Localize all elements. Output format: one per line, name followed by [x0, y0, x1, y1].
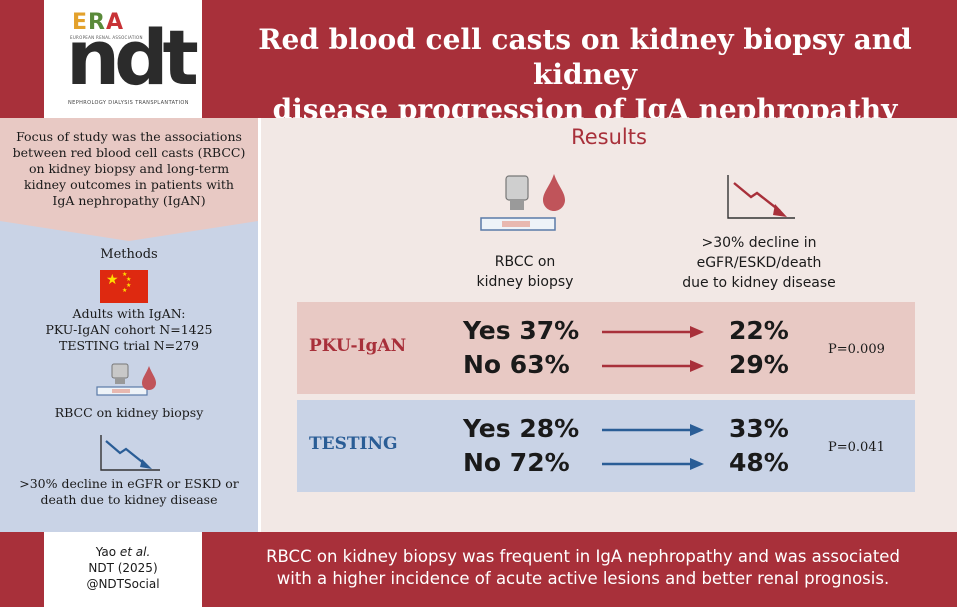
- citation-journal: NDT (2025): [88, 561, 158, 575]
- era-logo-subtitle: EUROPEAN RENAL ASSOCIATION: [70, 35, 143, 40]
- flag-star-icon: ★: [122, 271, 128, 278]
- cohort-line: Adults with IgAN:: [72, 306, 186, 321]
- decline-arrowhead: [140, 459, 152, 469]
- microscope-slide-icon: [480, 174, 565, 231]
- cohort-line: PKU-IgAN cohort N=1425: [45, 322, 213, 337]
- social-handle: @NDTSocial: [86, 577, 160, 591]
- study-focus-text: Focus of study was the associations betw…: [6, 129, 252, 209]
- focus-line: kidney outcomes in patients with: [24, 177, 234, 192]
- blood-drop-icon: [543, 174, 565, 211]
- decline-arrowhead: [773, 204, 787, 217]
- conclusion-line: with a higher incidence of acute active …: [276, 569, 890, 588]
- flag-star-icon: ★: [126, 282, 132, 289]
- right-arrow-icon: [602, 458, 704, 470]
- chart-axes: [100, 435, 160, 471]
- testing-results-row: TESTING Yes 28% No 72% 33% 48% P=0.041: [297, 400, 915, 492]
- objective-tip: [510, 200, 524, 210]
- era-logo: ERA: [72, 10, 125, 35]
- objective-tip: [115, 378, 125, 384]
- outcome-rate-yes: 22%: [729, 316, 789, 345]
- right-arrow-icon: [602, 424, 704, 436]
- focus-line: IgA nephropathy (IgAN): [52, 193, 206, 208]
- citation-author: Yao et al.: [44, 544, 202, 560]
- objective-lens: [111, 363, 129, 379]
- p-value: P=0.009: [828, 342, 885, 357]
- results-heading: Results: [571, 125, 647, 149]
- right-arrow-icon: [602, 360, 704, 372]
- rbcc-header-line: kidney biopsy: [476, 274, 574, 290]
- rbcc-label: RBCC on kidney biopsy: [54, 405, 204, 420]
- author-name: Yao: [95, 545, 117, 559]
- outcome-header-line: due to kidney disease: [682, 275, 836, 291]
- rbcc-yes-label: Yes 28%: [463, 414, 580, 443]
- objective-lens: [505, 175, 529, 201]
- outcome-line: >30% decline in eGFR or ESKD or: [19, 476, 239, 491]
- outcome-header-line: eGFR/ESKD/death: [696, 255, 822, 271]
- rbcc-yes-label: Yes 37%: [463, 316, 580, 345]
- cohort-line: TESTING trial N=279: [59, 338, 199, 353]
- outcome-line: death due to kidney disease: [40, 492, 218, 507]
- outcome-header-line: >30% decline in: [701, 235, 817, 251]
- focus-line: Focus of study was the associations: [16, 129, 242, 144]
- citation-box: [44, 532, 202, 607]
- p-value: P=0.041: [828, 440, 885, 455]
- chart-axes: [727, 175, 795, 219]
- panel-divider: [258, 118, 261, 532]
- author-suffix: et al.: [119, 545, 151, 559]
- ndt-logo: ERA ndt EUROPEAN RENAL ASSOCIATION NEPHR…: [44, 0, 202, 118]
- outcome-rate-yes: 33%: [729, 414, 789, 443]
- conclusion-text: RBCC on kidney biopsy was frequent in Ig…: [214, 546, 952, 590]
- rbcc-no-label: No 72%: [463, 448, 570, 477]
- flag-star-icon: ★: [106, 272, 119, 288]
- decline-line: [733, 182, 781, 212]
- declining-chart-icon: [727, 175, 795, 219]
- focus-panel: [0, 118, 258, 221]
- tissue-sample: [502, 221, 530, 227]
- page-title: Red blood cell casts on kidney biopsy an…: [220, 22, 950, 127]
- pku-igan-results-row: PKU-IgAN Yes 37% No 63% 22% 29% P=0.009: [297, 302, 915, 394]
- ndt-logo-subtitle: NEPHROLOGY DIALYSIS TRANSPLANTATION: [68, 100, 189, 106]
- rbcc-header-line: RBCC on: [494, 254, 556, 270]
- right-arrow-icon: [602, 326, 704, 338]
- rbcc-column-header: RBCC on kidney biopsy: [440, 252, 610, 292]
- cohort-name: TESTING: [309, 434, 398, 454]
- flag-star-icon: ★: [122, 287, 128, 294]
- blood-drop-icon: [142, 366, 156, 390]
- focus-line: on kidney biopsy and long-term: [28, 161, 230, 176]
- ndt-wordmark: ndt: [66, 13, 199, 102]
- methods-heading: Methods: [100, 247, 158, 262]
- microscope-slide-icon: [96, 363, 156, 396]
- conclusion-line: RBCC on kidney biopsy was frequent in Ig…: [266, 547, 900, 566]
- title-line-1: Red blood cell casts on kidney biopsy an…: [258, 23, 912, 91]
- declining-chart-icon: [100, 435, 160, 471]
- tissue-sample: [112, 389, 130, 393]
- flag-star-icon: ★: [126, 276, 132, 283]
- decline-line: [105, 440, 147, 466]
- china-flag-icon: ★ ★ ★ ★ ★: [100, 270, 148, 303]
- outcome-rate-no: 48%: [729, 448, 789, 477]
- cohort-description: Adults with IgAN: PKU-IgAN cohort N=1425…: [0, 306, 258, 354]
- rbcc-no-label: No 63%: [463, 350, 570, 379]
- citation: Yao et al. NDT (2025) @NDTSocial: [44, 544, 202, 592]
- outcome-description: >30% decline in eGFR or ESKD or death du…: [0, 476, 258, 508]
- outcome-rate-no: 29%: [729, 350, 789, 379]
- focus-line: between red blood cell casts (RBCC): [12, 145, 246, 160]
- cohort-name: PKU-IgAN: [309, 336, 407, 356]
- outcome-column-header: >30% decline in eGFR/ESKD/death due to k…: [655, 233, 863, 293]
